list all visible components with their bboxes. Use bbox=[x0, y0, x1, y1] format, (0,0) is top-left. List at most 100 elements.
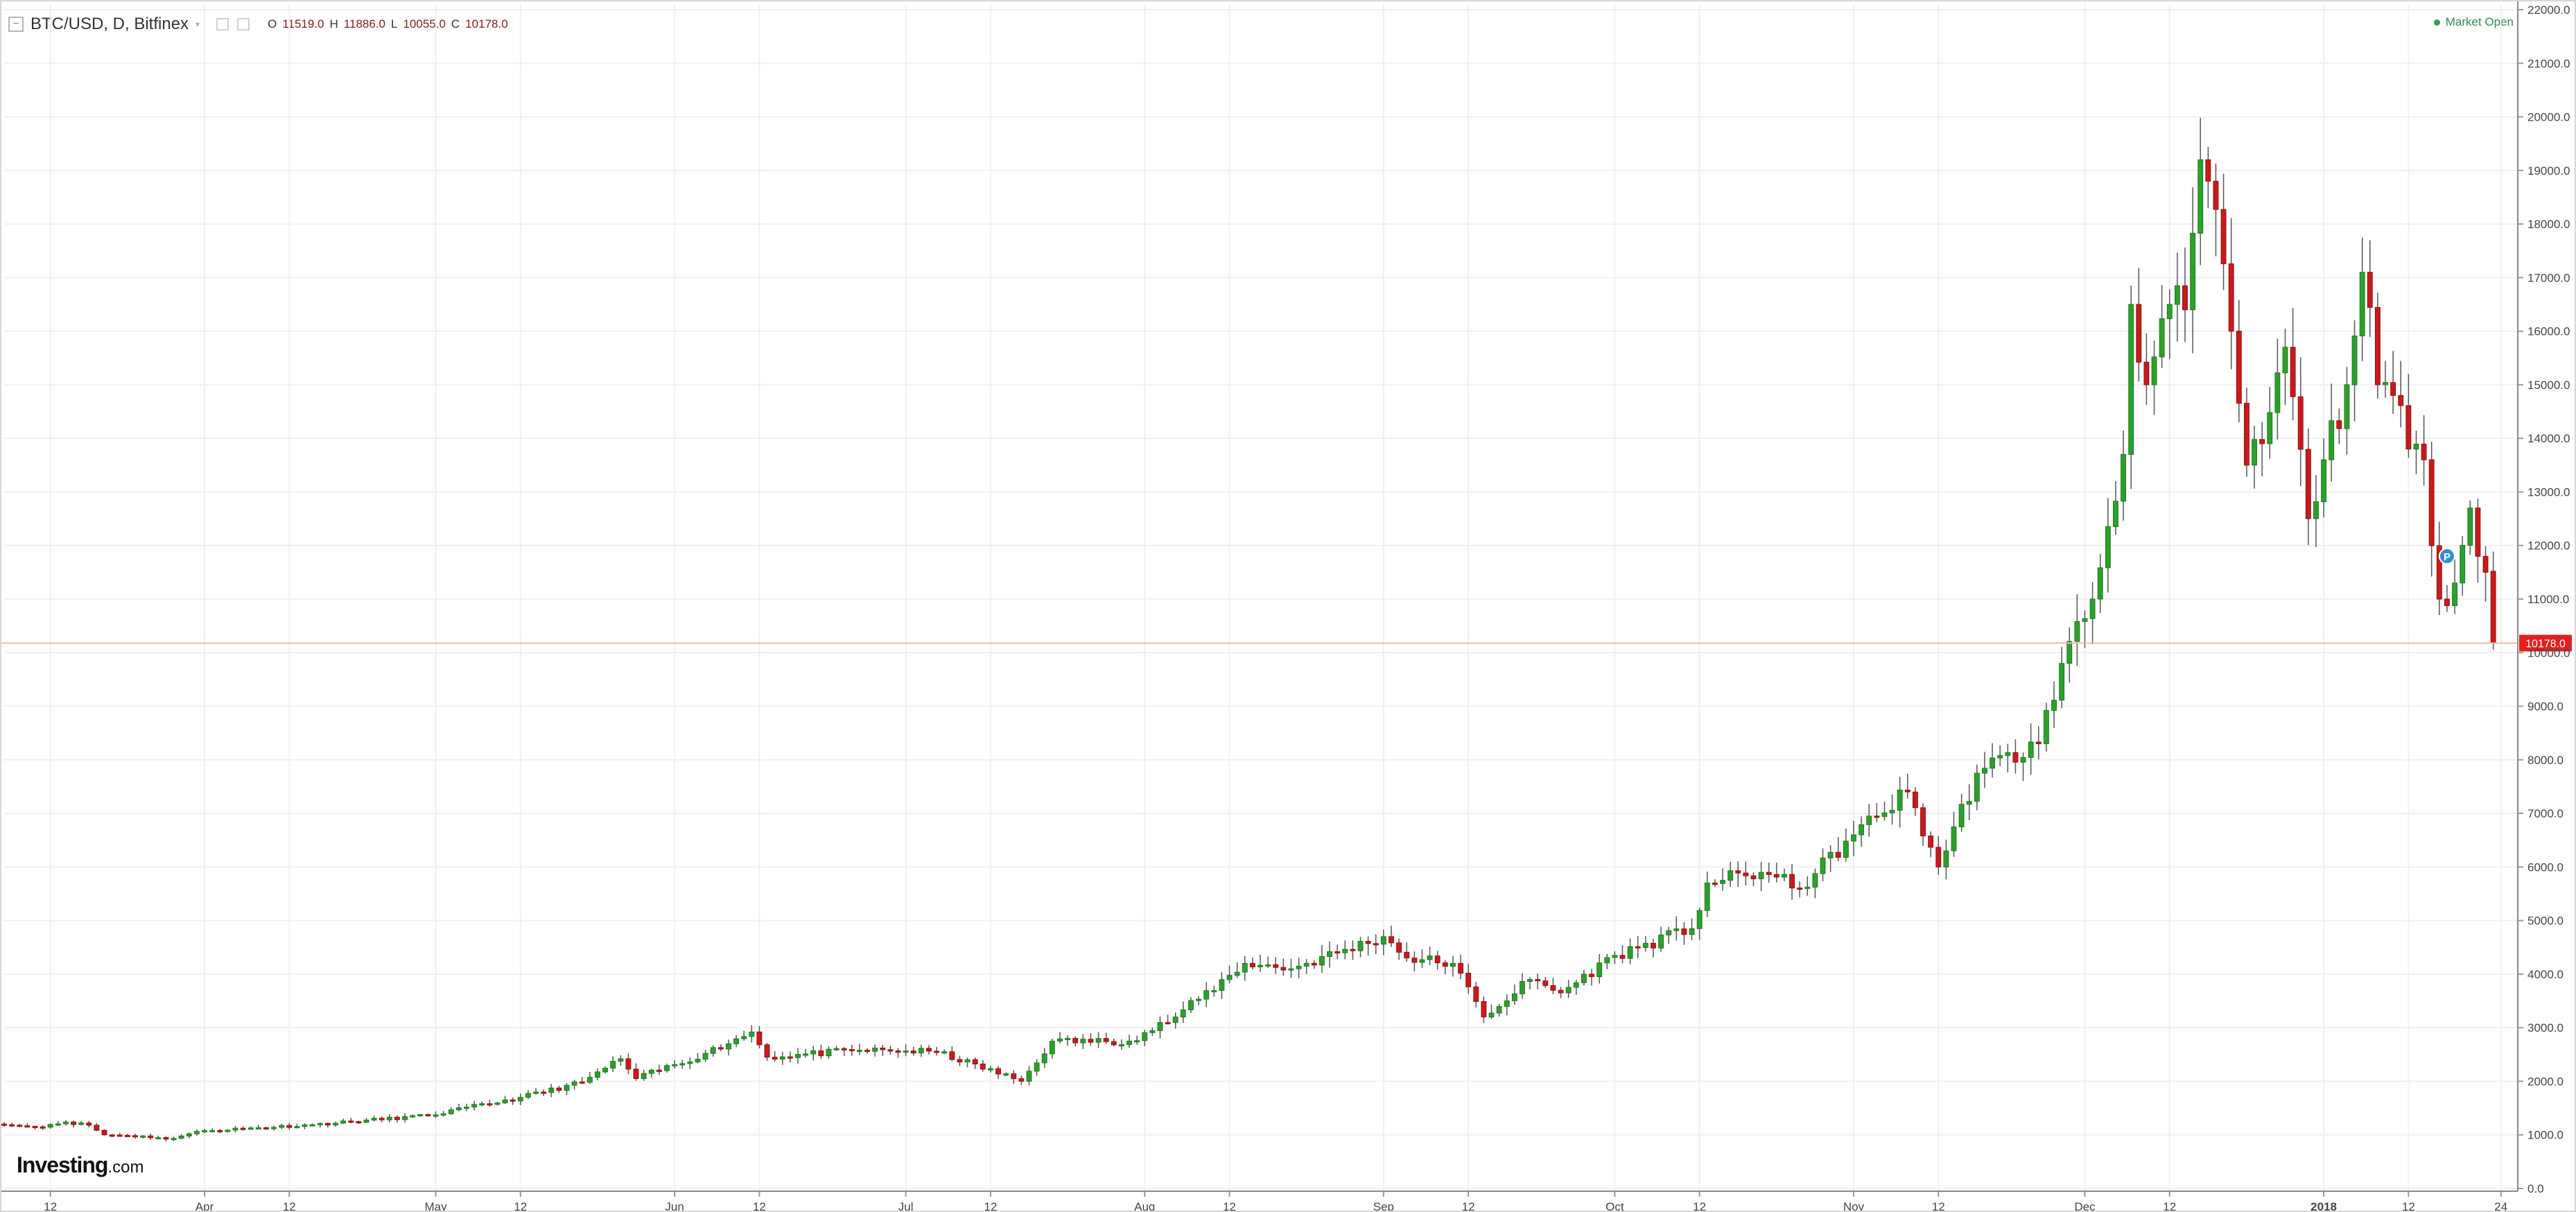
hide-icon[interactable] bbox=[237, 18, 250, 31]
candle-up bbox=[1180, 1009, 1186, 1018]
candle-down bbox=[1681, 928, 1687, 935]
candle-up bbox=[317, 1123, 323, 1125]
candle-down bbox=[2205, 159, 2211, 182]
y-tick-label: 7000.0 bbox=[2527, 807, 2564, 820]
candle-down bbox=[9, 1124, 15, 1127]
candle-down bbox=[1712, 883, 1718, 885]
candle-up bbox=[1118, 1044, 1124, 1047]
candle-up bbox=[1974, 772, 1980, 802]
candle-up bbox=[62, 1121, 69, 1125]
candle-down bbox=[1018, 1078, 1025, 1082]
candle-up bbox=[2166, 304, 2173, 320]
candle-up bbox=[1520, 981, 1525, 994]
candle-up bbox=[1134, 1040, 1140, 1043]
candle-up bbox=[2329, 420, 2335, 460]
candle-up bbox=[2051, 700, 2057, 711]
candle-up bbox=[2105, 526, 2111, 569]
candle-down bbox=[764, 1044, 770, 1058]
candle-down bbox=[1743, 872, 1749, 876]
candle-down bbox=[1542, 980, 1549, 986]
candles bbox=[1, 117, 2496, 1142]
candle-up bbox=[479, 1103, 485, 1106]
candle-up bbox=[695, 1059, 701, 1063]
candle-up bbox=[872, 1048, 878, 1052]
candle-down bbox=[124, 1134, 130, 1137]
candle-up bbox=[2112, 501, 2118, 528]
candle-up bbox=[1689, 928, 1695, 935]
candle-up bbox=[1720, 880, 1725, 884]
candle-up bbox=[386, 1116, 392, 1120]
settings-icon[interactable] bbox=[216, 18, 229, 31]
candle-up bbox=[2413, 444, 2419, 450]
y-tick-label: 8000.0 bbox=[2527, 754, 2564, 767]
y-tick-label: 4000.0 bbox=[2527, 968, 2564, 981]
candle-down bbox=[1766, 872, 1772, 875]
x-tick-label: Apr bbox=[195, 1200, 214, 1211]
candle-up bbox=[2460, 544, 2466, 584]
candle-down bbox=[1350, 949, 1356, 951]
candle-up bbox=[564, 1084, 570, 1091]
candle-up bbox=[618, 1058, 624, 1062]
y-tick-label: 12000.0 bbox=[2527, 539, 2570, 553]
candle-up bbox=[1581, 973, 1587, 983]
grid-lines bbox=[4, 4, 2518, 1191]
collapse-legend-button[interactable]: − bbox=[8, 17, 24, 32]
candle-up bbox=[2282, 347, 2288, 374]
candle-up bbox=[1219, 979, 1225, 992]
chart-header: − BTC/USD, D, Bitfinex ▾ O 11519.0 H 118… bbox=[8, 12, 508, 36]
candle-up bbox=[2452, 582, 2458, 607]
candle-down bbox=[1165, 1022, 1171, 1025]
candle-up bbox=[1034, 1062, 1040, 1072]
candle-down bbox=[848, 1049, 855, 1052]
candle-down bbox=[2490, 571, 2496, 644]
candle-up bbox=[2005, 752, 2011, 756]
candle-up bbox=[2344, 384, 2350, 429]
y-tick-label: 11000.0 bbox=[2527, 593, 2569, 606]
candle-down bbox=[132, 1135, 138, 1138]
candle-up bbox=[2097, 567, 2103, 600]
candle-up bbox=[440, 1113, 446, 1116]
candle-up bbox=[1866, 815, 1872, 825]
y-tick-label: 19000.0 bbox=[2527, 164, 2570, 178]
candle-up bbox=[333, 1123, 338, 1126]
candle-up bbox=[987, 1068, 993, 1071]
candle-up bbox=[1226, 975, 1233, 980]
candle-down bbox=[286, 1125, 293, 1128]
y-tick-label: 2000.0 bbox=[2527, 1075, 2564, 1088]
candle-down bbox=[1789, 874, 1795, 889]
candle-up bbox=[1319, 956, 1325, 966]
candle-down bbox=[949, 1051, 955, 1060]
candle-up bbox=[1065, 1038, 1071, 1041]
x-tick-label: 12 bbox=[44, 1200, 57, 1211]
candle-down bbox=[2213, 180, 2219, 210]
candle-up bbox=[833, 1048, 839, 1050]
symbol-dropdown-icon[interactable]: ▾ bbox=[195, 19, 200, 29]
candle-up bbox=[1604, 957, 1610, 964]
candle-up bbox=[1026, 1071, 1032, 1082]
candle-up bbox=[502, 1099, 508, 1104]
candle-down bbox=[656, 1069, 662, 1072]
low-label: L bbox=[391, 17, 398, 31]
high-label: H bbox=[329, 17, 338, 31]
candle-down bbox=[356, 1121, 362, 1124]
x-tick-label: 12 bbox=[1223, 1200, 1236, 1211]
candle-up bbox=[2359, 272, 2365, 337]
candle-down bbox=[1334, 951, 1341, 954]
candle-down bbox=[2228, 263, 2234, 332]
candle-up bbox=[209, 1129, 216, 1132]
symbol-title[interactable]: BTC/USD, D, Bitfinex bbox=[31, 15, 189, 33]
close-label: C bbox=[451, 17, 460, 31]
candle-up bbox=[571, 1081, 577, 1086]
candle-down bbox=[818, 1050, 824, 1057]
candle-up bbox=[1966, 801, 1972, 805]
candle-down bbox=[1535, 979, 1541, 982]
candle-up bbox=[548, 1087, 555, 1093]
candle-down bbox=[1434, 955, 1441, 964]
y-tick-label: 13000.0 bbox=[2527, 485, 2570, 499]
candle-up bbox=[410, 1115, 416, 1118]
candle-up bbox=[1203, 990, 1210, 1000]
candle-up bbox=[402, 1116, 408, 1120]
candle-down bbox=[926, 1048, 932, 1052]
